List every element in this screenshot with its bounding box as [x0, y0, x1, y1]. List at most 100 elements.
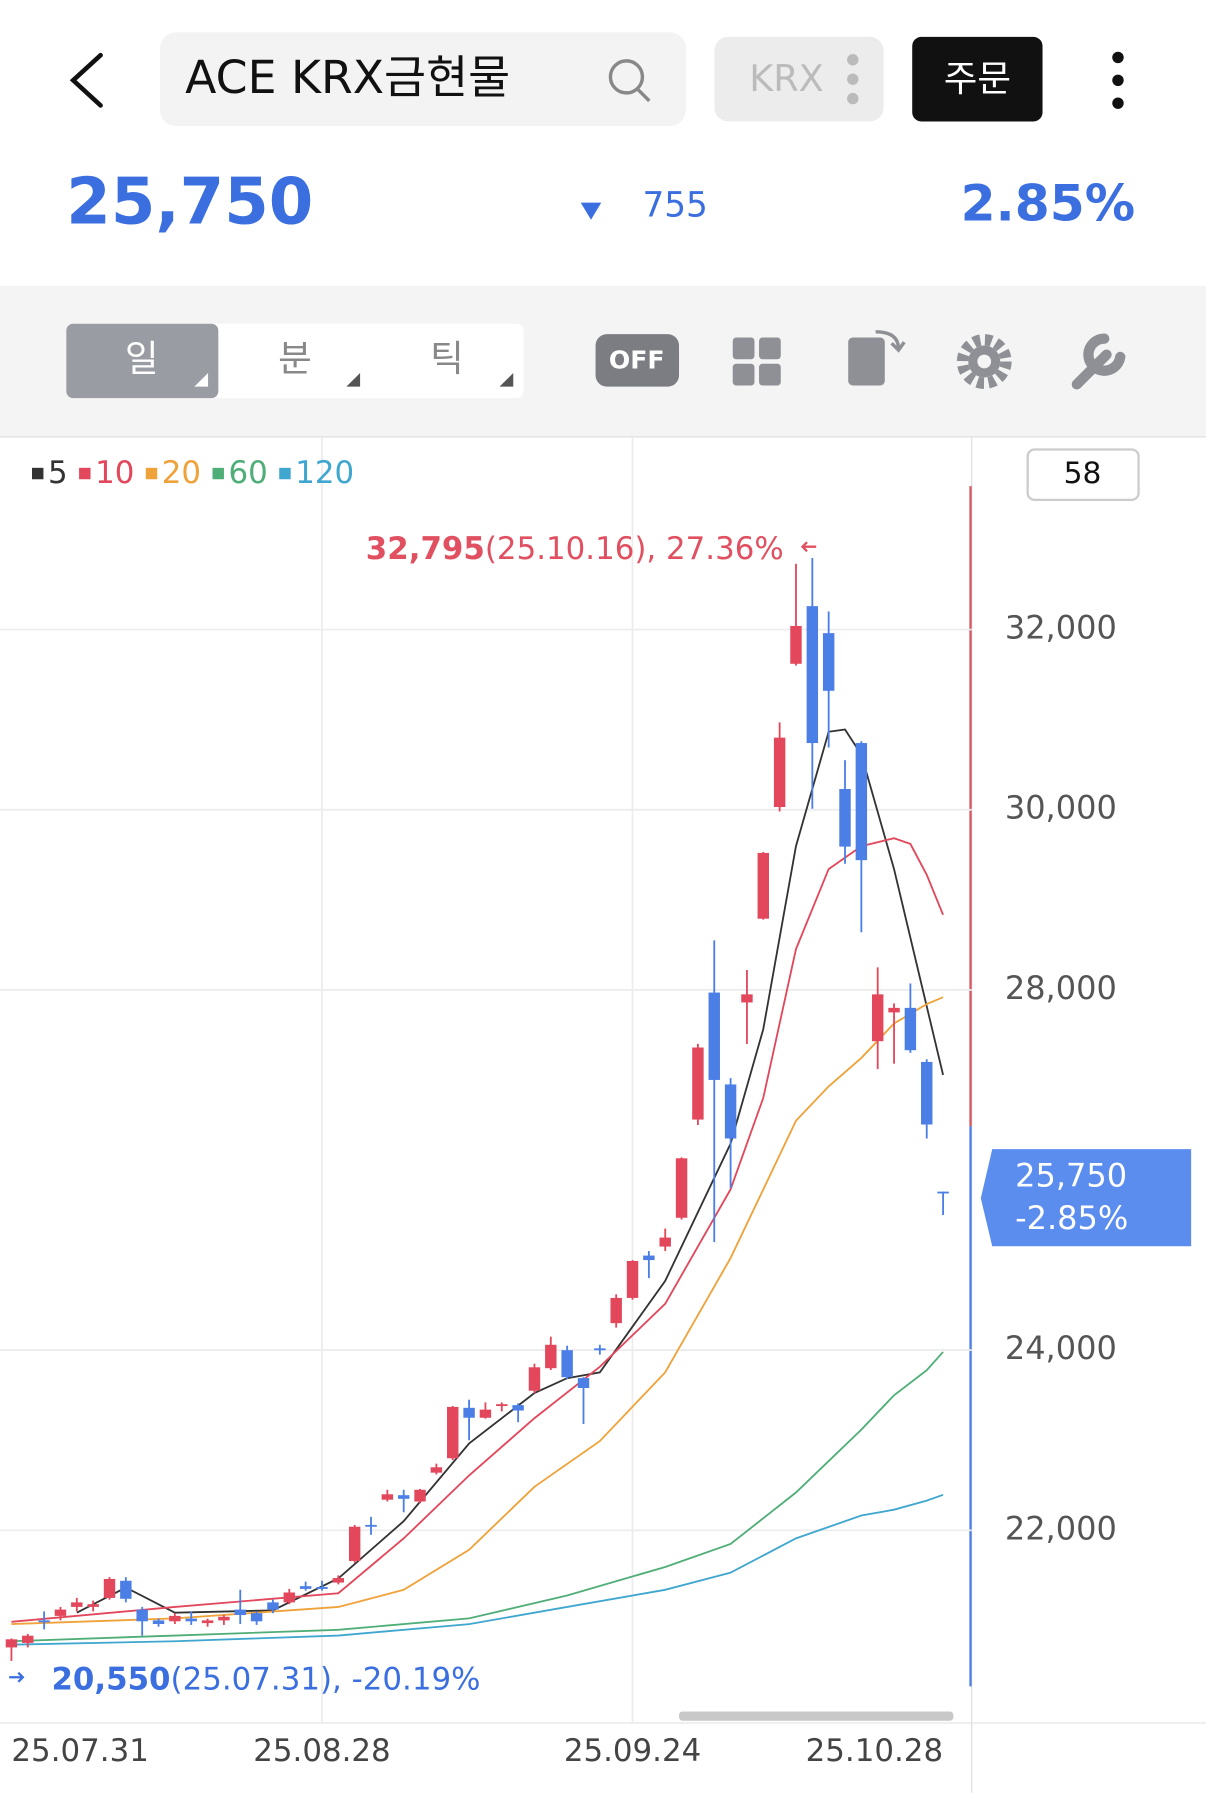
- candle-body: [348, 1526, 361, 1561]
- order-button[interactable]: [912, 36, 1043, 122]
- candle-body: [692, 1047, 704, 1120]
- exchange-button[interactable]: [714, 36, 884, 122]
- y-tick-label: 22,000: [1005, 1509, 1117, 1547]
- low-price: 20,550: [51, 1661, 170, 1697]
- tab-corner: [346, 372, 361, 387]
- candle-body: [283, 1592, 296, 1603]
- legend-swatch: [145, 467, 158, 480]
- candle-body: [87, 1604, 99, 1607]
- candle-body: [904, 1007, 917, 1051]
- exchange-label: KRX: [749, 57, 823, 100]
- stock-title: ACE KRX금현물: [185, 51, 510, 104]
- menu-dot[interactable]: [1112, 74, 1124, 87]
- candle-body: [71, 1602, 83, 1607]
- candle-body: [463, 1407, 475, 1418]
- search-icon[interactable]: [608, 59, 645, 95]
- candle-body: [299, 1586, 312, 1589]
- x-tick-label: 25.08.28: [253, 1733, 390, 1769]
- candle-body: [708, 992, 720, 1080]
- settings-icon[interactable]: [956, 334, 1012, 389]
- tag-change: -2.85%: [1015, 1199, 1128, 1237]
- dot: [847, 92, 859, 105]
- search-box[interactable]: [160, 32, 686, 127]
- candle-body: [659, 1237, 671, 1247]
- candle-body: [22, 1635, 34, 1643]
- candle-body: [610, 1297, 622, 1324]
- count-box[interactable]: [1026, 448, 1140, 501]
- high-arrow: [800, 541, 817, 553]
- tab[interactable]: 분: [278, 337, 312, 380]
- candle-body: [103, 1578, 116, 1598]
- candles: [5, 557, 949, 1661]
- legend-label: 5: [48, 455, 68, 491]
- candle-body: [234, 1609, 246, 1615]
- candle-body: [512, 1405, 524, 1411]
- candle-body: [218, 1616, 230, 1621]
- candle-body: [5, 1639, 18, 1648]
- price-change: 755: [642, 186, 707, 226]
- tab-corner: [194, 372, 209, 387]
- low-arrow: [9, 1671, 25, 1683]
- candle-body: [528, 1367, 541, 1391]
- tab[interactable]: 일: [125, 337, 159, 380]
- candle-body: [561, 1350, 573, 1378]
- rotate-arrow: [875, 330, 906, 353]
- candle-body: [888, 1007, 900, 1013]
- visible-count: 58: [1064, 456, 1102, 491]
- moving-averages: [11, 728, 944, 1646]
- y-tick-label: 28,000: [1005, 969, 1117, 1007]
- candle-body: [675, 1158, 688, 1218]
- down-arrow: [580, 202, 602, 220]
- legend-label: 10: [95, 455, 134, 491]
- candle-body: [757, 852, 770, 919]
- tab-selected[interactable]: [66, 323, 219, 399]
- grid: [0, 436, 972, 1723]
- candle-body: [397, 1495, 410, 1499]
- back-button[interactable]: [69, 52, 103, 108]
- scrollbar[interactable]: [679, 1711, 954, 1721]
- high-detail: (25.10.16), 27.36%: [485, 531, 784, 567]
- candle-body: [267, 1602, 279, 1610]
- ma-line: [11, 1351, 944, 1643]
- candle-body: [136, 1609, 148, 1622]
- legend: 5 10 20 60 120: [32, 455, 354, 491]
- candle-body: [430, 1467, 443, 1473]
- tag-price: 25,750: [1015, 1157, 1127, 1195]
- candle-body: [626, 1260, 639, 1298]
- candle-body: [545, 1344, 557, 1369]
- dot: [847, 73, 859, 85]
- high-note: 32,795(25.10.16), 27.36%: [366, 531, 784, 567]
- price: 25,750: [66, 166, 313, 240]
- candle-body: [822, 633, 835, 691]
- candle-body: [741, 994, 753, 1003]
- y-tick-label: 30,000: [1005, 789, 1117, 827]
- legend-label: 120: [295, 455, 354, 491]
- candle-body: [806, 606, 819, 744]
- legend-swatch: [212, 467, 224, 480]
- candle-body: [594, 1348, 606, 1351]
- y-tick-label: 32,000: [1005, 609, 1117, 647]
- candle-body: [152, 1620, 165, 1625]
- candle-body: [414, 1489, 426, 1502]
- legend-swatch: [279, 467, 291, 480]
- tools-icon[interactable]: [1071, 333, 1126, 390]
- y-tick-label: 24,000: [1005, 1329, 1117, 1367]
- candle-body: [855, 743, 868, 861]
- rotate-icon[interactable]: [848, 337, 885, 386]
- candle-body: [120, 1580, 132, 1599]
- x-tick-label: 25.09.24: [564, 1733, 701, 1769]
- legend-label: 60: [229, 455, 268, 491]
- candle-body: [185, 1618, 197, 1622]
- layout-icon[interactable]: [732, 337, 781, 386]
- tab-corner: [499, 372, 514, 387]
- low-note: 20,550(25.07.31), -20.19%: [51, 1661, 480, 1697]
- tab[interactable]: 틱: [430, 337, 464, 380]
- toggle[interactable]: [595, 334, 680, 387]
- candle-body: [201, 1620, 214, 1624]
- menu-dot[interactable]: [1112, 97, 1124, 109]
- candle-body: [773, 737, 786, 808]
- dot: [847, 54, 859, 66]
- candle-body: [169, 1615, 181, 1622]
- menu-dot[interactable]: [1112, 51, 1124, 64]
